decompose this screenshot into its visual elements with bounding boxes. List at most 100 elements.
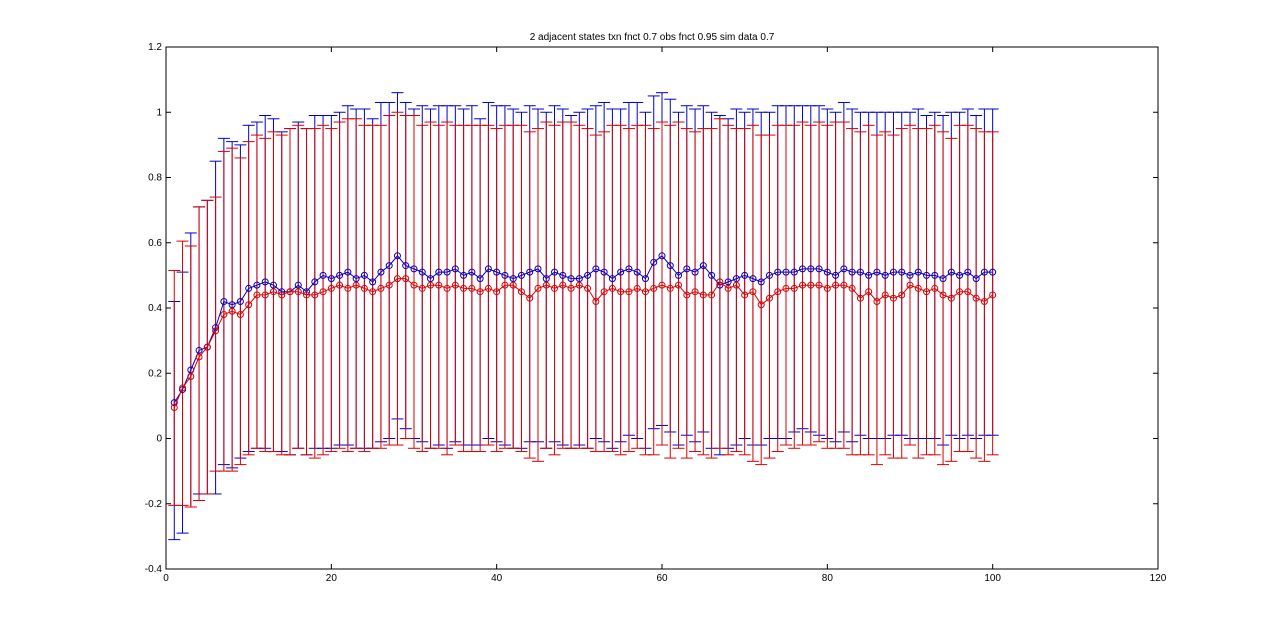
data-point	[931, 284, 939, 292]
y-tick-label: -0.4	[145, 564, 163, 575]
data-point	[443, 268, 451, 276]
series-layer	[168, 92, 999, 541]
y-tick-label: -0.2	[145, 499, 163, 510]
data-point	[468, 268, 476, 276]
data-point	[327, 275, 335, 283]
data-point	[964, 288, 972, 296]
data-point	[369, 288, 377, 296]
data-point	[567, 284, 575, 292]
data-point	[658, 281, 666, 289]
data-point	[179, 384, 187, 392]
y-tick-label: 1	[156, 107, 162, 118]
data-point	[617, 288, 625, 296]
data-point	[534, 284, 542, 292]
data-point	[790, 284, 798, 292]
data-point	[724, 278, 732, 286]
data-point	[269, 288, 277, 296]
data-point	[526, 294, 534, 302]
y-tick-label: 0.2	[148, 368, 162, 379]
data-point	[600, 288, 608, 296]
data-point	[832, 271, 840, 279]
data-point	[385, 262, 393, 270]
data-point	[187, 373, 195, 381]
data-point	[947, 294, 955, 302]
data-point	[947, 268, 955, 276]
data-point	[360, 271, 368, 279]
data-point	[600, 268, 608, 276]
data-point	[939, 291, 947, 299]
data-point	[873, 297, 881, 305]
data-point	[369, 278, 377, 286]
data-point	[972, 275, 980, 283]
data-point	[617, 268, 625, 276]
data-point	[212, 327, 220, 335]
data-point	[666, 284, 674, 292]
data-point	[493, 288, 501, 296]
data-point	[749, 275, 757, 283]
data-point	[435, 268, 443, 276]
data-point	[832, 281, 840, 289]
data-point	[517, 288, 525, 296]
data-point	[484, 284, 492, 292]
data-point	[344, 268, 352, 276]
data-point	[509, 281, 517, 289]
y-tick-label: 0.4	[148, 303, 162, 314]
data-point	[228, 307, 236, 315]
data-point	[443, 284, 451, 292]
data-point	[468, 284, 476, 292]
data-point	[170, 404, 178, 412]
y-tick-label: 0.6	[148, 238, 162, 249]
data-point	[641, 288, 649, 296]
data-point	[253, 281, 261, 289]
data-point	[683, 291, 691, 299]
data-point	[741, 271, 749, 279]
data-point	[650, 258, 658, 266]
data-point	[931, 271, 939, 279]
data-point	[708, 291, 716, 299]
data-point	[377, 268, 385, 276]
data-point	[352, 275, 360, 283]
data-point	[311, 291, 319, 299]
data-point	[410, 281, 418, 289]
x-tick-label: 60	[656, 573, 668, 584]
data-point	[526, 268, 534, 276]
data-point	[972, 294, 980, 302]
data-point	[418, 284, 426, 292]
data-point	[906, 281, 914, 289]
data-point	[427, 275, 435, 283]
data-point	[203, 343, 211, 351]
data-point	[757, 301, 765, 309]
data-point	[856, 294, 864, 302]
data-point	[625, 288, 633, 296]
data-point	[732, 275, 740, 283]
x-tick-label: 40	[491, 573, 503, 584]
data-point	[170, 399, 178, 407]
y-tick-label: 1.2	[148, 42, 162, 53]
data-point	[956, 271, 964, 279]
data-point	[807, 281, 815, 289]
data-point	[236, 297, 244, 305]
data-point	[253, 291, 261, 299]
data-point	[551, 268, 559, 276]
data-point	[964, 268, 972, 276]
data-point	[691, 268, 699, 276]
data-point	[534, 265, 542, 273]
data-point	[336, 271, 344, 279]
data-point	[393, 275, 401, 283]
data-point	[881, 271, 889, 279]
data-point	[336, 281, 344, 289]
series-line-group-0	[170, 252, 997, 407]
series-line	[173, 278, 994, 408]
data-point	[633, 284, 641, 292]
x-tick-label: 0	[163, 573, 169, 584]
data-point	[517, 271, 525, 279]
data-point	[790, 268, 798, 276]
data-point	[294, 288, 302, 296]
data-point	[551, 284, 559, 292]
data-point	[476, 288, 484, 296]
data-point	[360, 284, 368, 292]
data-point	[782, 284, 790, 292]
data-point	[774, 288, 782, 296]
data-point	[592, 297, 600, 305]
